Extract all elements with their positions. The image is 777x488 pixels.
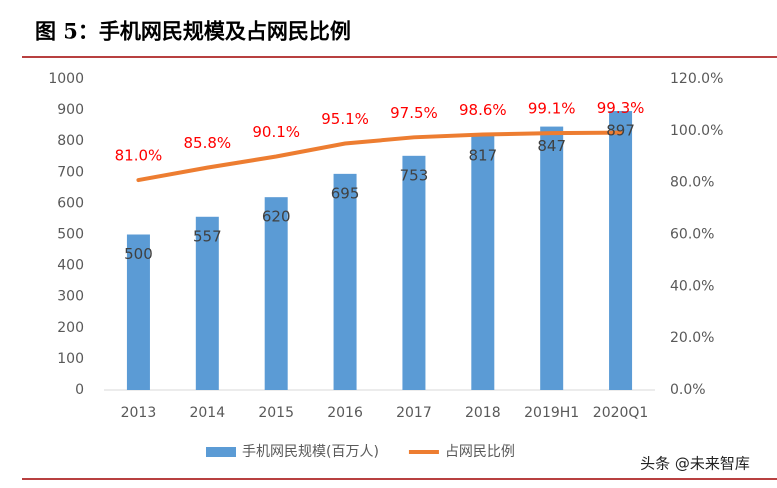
- y-tick-label: 100: [57, 351, 84, 367]
- x-tick-label: 2016: [327, 405, 363, 421]
- y2-tick-label: 80.0%: [670, 175, 714, 191]
- y2-tick-label: 20.0%: [670, 330, 714, 346]
- y-tick-label: 700: [57, 164, 84, 180]
- legend-label: 手机网民规模(百万人): [242, 444, 379, 460]
- y-tick-label: 0: [75, 382, 84, 398]
- line-value-label: 97.5%: [390, 104, 438, 122]
- y-tick-label: 800: [57, 133, 84, 149]
- x-tick-label: 2020Q1: [593, 405, 649, 421]
- bar: [333, 173, 357, 390]
- watermark: 头条 @未来智库: [640, 455, 750, 473]
- y2-tick-label: 60.0%: [670, 227, 714, 243]
- bar-value-label: 847: [537, 137, 566, 155]
- bar: [195, 216, 219, 390]
- x-tick-label: 2019H1: [524, 405, 579, 421]
- line-value-label: 95.1%: [321, 110, 369, 128]
- legend-label: 占网民比例: [445, 444, 515, 460]
- y2-tick-label: 40.0%: [670, 278, 714, 294]
- y-tick-label: 600: [57, 195, 84, 211]
- x-tick-label: 2017: [396, 405, 432, 421]
- y-tick-label: 200: [57, 320, 84, 336]
- y2-tick-label: 100.0%: [670, 123, 723, 139]
- legend-swatch: [206, 447, 236, 457]
- bar-value-label: 500: [124, 245, 153, 263]
- y-tick-label: 300: [57, 289, 84, 305]
- bar: [264, 197, 288, 390]
- y2-tick-label: 120.0%: [670, 71, 723, 87]
- line-value-label: 99.3%: [597, 99, 645, 117]
- bar: [540, 126, 564, 390]
- bar: [471, 135, 495, 390]
- x-tick-label: 2015: [258, 405, 294, 421]
- y-tick-label: 900: [57, 102, 84, 118]
- x-tick-label: 2014: [189, 405, 225, 421]
- bar-value-label: 557: [193, 227, 222, 245]
- bar-value-label: 753: [400, 166, 429, 184]
- bar: [402, 155, 426, 390]
- chart-title: 图 5：手机网民规模及占网民比例: [35, 19, 351, 44]
- bar-value-label: 897: [606, 122, 635, 140]
- x-tick-label: 2018: [465, 405, 501, 421]
- bar-value-label: 695: [331, 184, 360, 202]
- line-value-label: 81.0%: [115, 147, 163, 165]
- x-tick-label: 2013: [121, 405, 157, 421]
- bar-value-label: 817: [468, 146, 497, 164]
- bar: [126, 234, 150, 390]
- y-tick-label: 500: [57, 227, 84, 243]
- y2-tick-label: 0.0%: [670, 382, 706, 398]
- bar: [609, 111, 633, 391]
- bar-value-label: 620: [262, 208, 291, 226]
- y-tick-label: 1000: [48, 71, 84, 87]
- line-value-label: 98.6%: [459, 101, 507, 119]
- line-value-label: 85.8%: [183, 134, 231, 152]
- line-value-label: 99.1%: [528, 100, 576, 118]
- line: [136, 130, 623, 183]
- y-tick-label: 400: [57, 258, 84, 274]
- line-value-label: 90.1%: [252, 123, 300, 141]
